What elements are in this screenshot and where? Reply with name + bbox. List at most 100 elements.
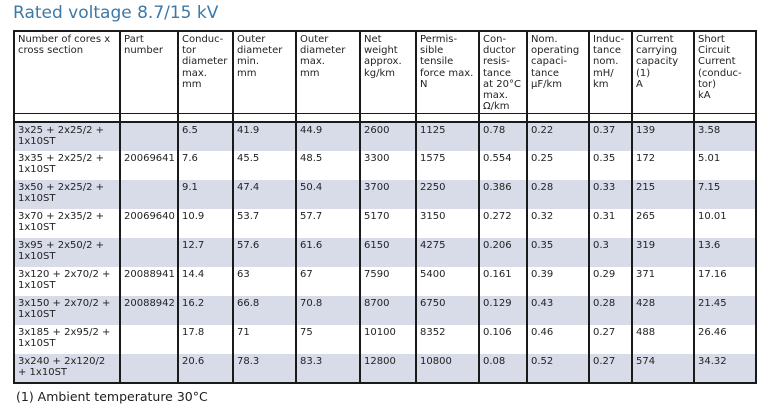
table-cell: 7.15 xyxy=(693,179,757,209)
table-cell: 2600 xyxy=(359,121,417,151)
table-cell: 0.28 xyxy=(526,179,590,209)
table-cell: 0.28 xyxy=(588,295,633,325)
table-header-row: Number of cores x cross section Part numb… xyxy=(13,30,757,115)
column-header: Induc- tance nom. mH/ km xyxy=(588,30,633,115)
spacer-cell xyxy=(693,113,757,123)
table-cell: 10.01 xyxy=(693,208,757,238)
table-cell: 50.4 xyxy=(295,179,361,209)
table-cell: 428 xyxy=(631,295,695,325)
table-row: 3x150 + 2x70/2 + 1x10ST 20088942 16.2 66.8 7… xyxy=(13,295,757,325)
table-cell: 26.46 xyxy=(693,324,757,354)
column-header: Con- ductor resis- tance at 20°C max. Ω/… xyxy=(478,30,528,115)
table-cell: 0.35 xyxy=(526,237,590,267)
column-header: Current carrying capacity (1) A xyxy=(631,30,695,115)
table-cell: 3x120 + 2x70/2 + 1x10ST xyxy=(13,266,121,296)
table-cell: 10100 xyxy=(359,324,417,354)
spacer-cell xyxy=(526,113,590,123)
table-cell: 0.52 xyxy=(526,353,590,384)
table-cell: 63 xyxy=(232,266,297,296)
spacer-cell xyxy=(119,113,179,123)
table-cell: 0.27 xyxy=(588,324,633,354)
table-cell: 3x50 + 2x25/2 + 1x10ST xyxy=(13,179,121,209)
table-cell xyxy=(119,237,179,267)
table-cell: 0.29 xyxy=(588,266,633,296)
spacer-cell xyxy=(631,113,695,123)
table-cell: 20.6 xyxy=(177,353,234,384)
table-cell: 9.1 xyxy=(177,179,234,209)
table-cell: 3x95 + 2x50/2 + 1x10ST xyxy=(13,237,121,267)
table-cell: 0.39 xyxy=(526,266,590,296)
table-cell: 3x185 + 2x95/2 + 1x10ST xyxy=(13,324,121,354)
column-header: Outer diameter max. mm xyxy=(295,30,361,115)
table-cell: 0.46 xyxy=(526,324,590,354)
table-cell xyxy=(119,121,179,151)
table-cell: 45.5 xyxy=(232,150,297,180)
table-cell: 574 xyxy=(631,353,695,384)
table-cell: 17.8 xyxy=(177,324,234,354)
table-cell: 44.9 xyxy=(295,121,361,151)
table-cell: 20069641 xyxy=(119,150,179,180)
spacer-cell xyxy=(415,113,480,123)
table-cell: 16.2 xyxy=(177,295,234,325)
spacer-cell xyxy=(295,113,361,123)
table-cell: 8352 xyxy=(415,324,480,354)
table-cell: 13.6 xyxy=(693,237,757,267)
table-cell: 57.7 xyxy=(295,208,361,238)
column-header: Nom. operating capaci- tance µF/km xyxy=(526,30,590,115)
table-cell: 371 xyxy=(631,266,695,296)
table-cell: 48.5 xyxy=(295,150,361,180)
column-header: Conduc- tor diameter max. mm xyxy=(177,30,234,115)
table-row: 3x25 + 2x25/2 + 1x10ST 6.5 41.9 44.9 2600 112… xyxy=(13,121,757,151)
page-title: Rated voltage 8.7/15 kV xyxy=(13,3,219,23)
table-cell: 21.45 xyxy=(693,295,757,325)
table-cell: 3x150 + 2x70/2 + 1x10ST xyxy=(13,295,121,325)
table-cell: 0.27 xyxy=(588,353,633,384)
table-cell: 3700 xyxy=(359,179,417,209)
spacer-cell xyxy=(478,113,528,123)
table-cell: 0.37 xyxy=(588,121,633,151)
spacer-cell xyxy=(177,113,234,123)
table-cell xyxy=(119,324,179,354)
table-cell: 265 xyxy=(631,208,695,238)
table-cell: 66.8 xyxy=(232,295,297,325)
table-cell: 83.3 xyxy=(295,353,361,384)
table-row: 3x70 + 2x35/2 + 1x10ST 20069640 10.9 53.7 57… xyxy=(13,208,757,238)
table-row: 3x185 + 2x95/2 + 1x10ST 17.8 71 75 10100 8352… xyxy=(13,324,757,354)
table-spacer-row xyxy=(13,113,757,123)
table-cell: 20088941 xyxy=(119,266,179,296)
table-cell: 3x70 + 2x35/2 + 1x10ST xyxy=(13,208,121,238)
table-cell: 67 xyxy=(295,266,361,296)
table-row: 3x120 + 2x70/2 + 1x10ST 20088941 14.4 63 67 7… xyxy=(13,266,757,296)
table-cell: 0.78 xyxy=(478,121,528,151)
table-cell: 0.43 xyxy=(526,295,590,325)
table-cell: 12800 xyxy=(359,353,417,384)
table-cell: 0.08 xyxy=(478,353,528,384)
table-cell: 4275 xyxy=(415,237,480,267)
table-cell: 319 xyxy=(631,237,695,267)
table-cell: 2250 xyxy=(415,179,480,209)
table-cell: 10.9 xyxy=(177,208,234,238)
table-cell: 3x35 + 2x25/2 + 1x10ST xyxy=(13,150,121,180)
table-cell: 0.25 xyxy=(526,150,590,180)
table-cell: 5400 xyxy=(415,266,480,296)
table-row: 3x35 + 2x25/2 + 1x10ST 20069641 7.6 45.5 48.… xyxy=(13,150,757,180)
table-cell: 0.206 xyxy=(478,237,528,267)
table-cell: 5170 xyxy=(359,208,417,238)
table-cell: 0.161 xyxy=(478,266,528,296)
column-header: Net weight approx. kg/km xyxy=(359,30,417,115)
table-cell: 3300 xyxy=(359,150,417,180)
table-cell: 10800 xyxy=(415,353,480,384)
table-cell: 0.106 xyxy=(478,324,528,354)
table-cell: 0.554 xyxy=(478,150,528,180)
table-cell: 70.8 xyxy=(295,295,361,325)
table-cell: 75 xyxy=(295,324,361,354)
table-cell: 78.3 xyxy=(232,353,297,384)
table-cell: 0.272 xyxy=(478,208,528,238)
table-cell: 20069640 xyxy=(119,208,179,238)
table-cell: 61.6 xyxy=(295,237,361,267)
table-cell: 172 xyxy=(631,150,695,180)
table-cell: 34.32 xyxy=(693,353,757,384)
table-cell: 3x25 + 2x25/2 + 1x10ST xyxy=(13,121,121,151)
table-cell: 6.5 xyxy=(177,121,234,151)
table-row: 3x240 + 2x120/2 + 1x10ST 20.6 78.3 83.3 1280… xyxy=(13,353,757,384)
